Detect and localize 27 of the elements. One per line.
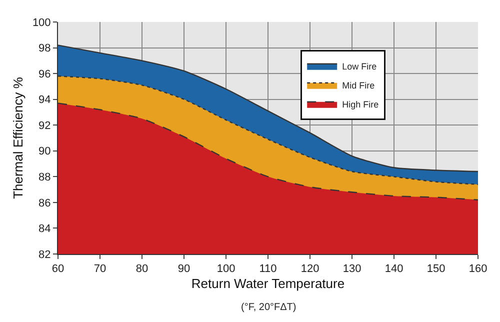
legend-label: High Fire [342,99,379,110]
legend-label: Mid Fire [342,80,375,90]
y-tick-label: 90 [38,146,51,158]
y-axis-title: Thermal Efficiency % [10,76,26,199]
x-tick-label: 60 [52,263,64,276]
x-tick-label: 120 [300,263,320,276]
x-tick-label: 80 [136,263,148,276]
y-tick-label: 94 [38,94,51,106]
text: (°F, 20°FΔT) [241,302,296,313]
x-tick-label: 110 [259,263,277,276]
x-tick-label: 130 [342,263,362,276]
x-tick-label: 90 [178,263,190,276]
y-tick-label: 98 [38,42,51,55]
x-tick-label: 150 [426,263,446,276]
x-tick-label: 160 [468,263,488,276]
y-tick-label: 86 [38,197,51,210]
y-tick-label: 88 [38,172,51,184]
y-tick-label: 82 [38,248,51,261]
x-tick-label: 140 [384,263,404,276]
legend-label: Low Fire [342,61,377,72]
x-tick-label: 70 [94,263,106,276]
y-tick-label: 84 [38,223,51,236]
y-tick-label: 92 [38,120,51,132]
y-tick-label: 100 [32,16,51,29]
x-axis-title: Return Water Temperature [191,276,345,291]
x-tick-label: 100 [216,263,236,276]
y-tick-label: 96 [38,68,51,80]
